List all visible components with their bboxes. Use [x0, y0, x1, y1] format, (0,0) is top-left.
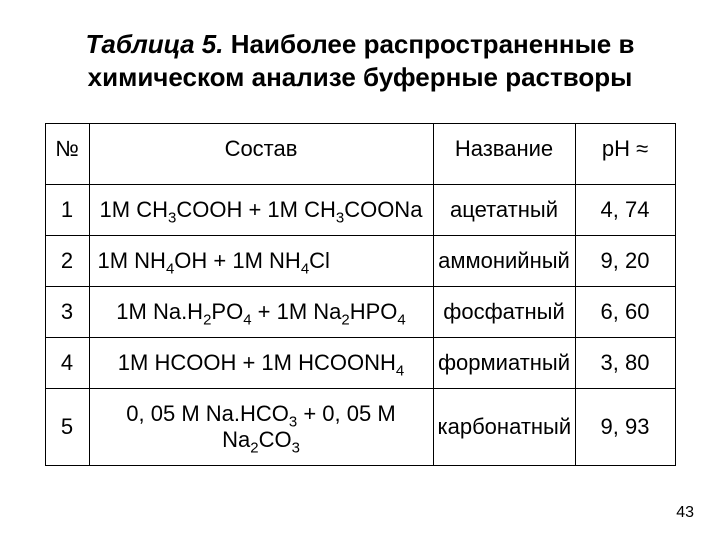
- page-number: 43: [676, 504, 694, 522]
- col-header-ph: pH ≈: [575, 124, 675, 185]
- col-header-comp: Состав: [89, 124, 433, 185]
- cell-num: 2: [45, 236, 89, 287]
- table-header-row: № Состав Название pH ≈: [45, 124, 675, 185]
- cell-comp: 0, 05 М Na.HCO3 + 0, 05 М Na2CO3: [89, 389, 433, 466]
- cell-ph: 6, 60: [575, 287, 675, 338]
- table-row: 2 1М NH4OH + 1М NH4Cl аммонийный 9, 20: [45, 236, 675, 287]
- cell-name: формиатный: [433, 338, 575, 389]
- cell-ph: 4, 74: [575, 185, 675, 236]
- table-body: 1 1М CH3COOH + 1М CH3COONa ацетатный 4, …: [45, 185, 675, 466]
- table-row: 4 1М HCOOH + 1М HCOONH4 формиатный 3, 80: [45, 338, 675, 389]
- col-header-num: №: [45, 124, 89, 185]
- cell-name: карбонатный: [433, 389, 575, 466]
- table-row: 5 0, 05 М Na.HCO3 + 0, 05 М Na2CO3 карбо…: [45, 389, 675, 466]
- slide-title: Таблица 5. Наиболее распространенные в х…: [40, 28, 680, 93]
- cell-name: фосфатный: [433, 287, 575, 338]
- cell-num: 3: [45, 287, 89, 338]
- cell-name: ацетатный: [433, 185, 575, 236]
- cell-ph: 9, 93: [575, 389, 675, 466]
- table-caption: Таблица 5.: [86, 29, 224, 59]
- cell-comp: 1М HCOOH + 1М HCOONH4: [89, 338, 433, 389]
- cell-name: аммонийный: [433, 236, 575, 287]
- buffer-table: № Состав Название pH ≈ 1 1М CH3COOH + 1М…: [45, 123, 676, 466]
- cell-num: 4: [45, 338, 89, 389]
- table-row: 1 1М CH3COOH + 1М CH3COONa ацетатный 4, …: [45, 185, 675, 236]
- cell-comp: 1М Na.H2PO4 + 1М Na2HPO4: [89, 287, 433, 338]
- cell-comp: 1М NH4OH + 1М NH4Cl: [89, 236, 433, 287]
- col-header-name: Название: [433, 124, 575, 185]
- cell-ph: 9, 20: [575, 236, 675, 287]
- table-row: 3 1М Na.H2PO4 + 1М Na2HPO4 фосфатный 6, …: [45, 287, 675, 338]
- cell-num: 1: [45, 185, 89, 236]
- cell-ph: 3, 80: [575, 338, 675, 389]
- cell-num: 5: [45, 389, 89, 466]
- cell-comp: 1М CH3COOH + 1М CH3COONa: [89, 185, 433, 236]
